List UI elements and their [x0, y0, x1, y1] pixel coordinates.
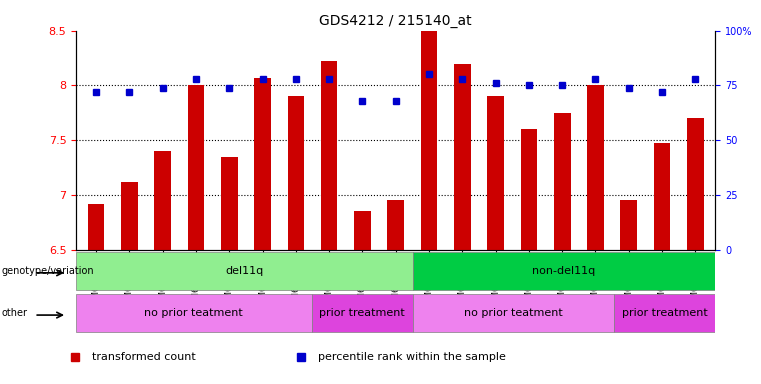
FancyBboxPatch shape — [412, 252, 715, 290]
Text: percentile rank within the sample: percentile rank within the sample — [318, 351, 505, 362]
Bar — [421, 31, 438, 250]
Bar — [587, 86, 603, 250]
Text: transformed count: transformed count — [92, 351, 196, 362]
Text: prior treatment: prior treatment — [622, 308, 708, 318]
Text: no prior teatment: no prior teatment — [145, 308, 244, 318]
Bar — [487, 96, 504, 250]
Bar — [88, 204, 104, 250]
FancyBboxPatch shape — [76, 294, 311, 332]
Title: GDS4212 / 215140_at: GDS4212 / 215140_at — [320, 14, 472, 28]
Bar — [354, 211, 371, 250]
FancyBboxPatch shape — [412, 294, 614, 332]
Bar — [254, 78, 271, 250]
Text: non-del11q: non-del11q — [532, 266, 596, 276]
FancyBboxPatch shape — [76, 252, 412, 290]
Text: no prior teatment: no prior teatment — [464, 308, 563, 318]
Bar — [288, 96, 304, 250]
Bar — [387, 200, 404, 250]
Text: del11q: del11q — [225, 266, 263, 276]
Bar — [154, 151, 171, 250]
Text: prior treatment: prior treatment — [319, 308, 405, 318]
FancyBboxPatch shape — [311, 294, 412, 332]
Bar — [321, 61, 337, 250]
Bar — [620, 200, 637, 250]
Bar — [221, 157, 237, 250]
Bar — [654, 144, 670, 250]
Text: genotype/variation: genotype/variation — [2, 266, 94, 276]
Bar — [188, 86, 204, 250]
Text: other: other — [2, 308, 27, 318]
Bar — [454, 64, 470, 250]
Bar — [687, 118, 704, 250]
Bar — [521, 129, 537, 250]
Bar — [554, 113, 571, 250]
Bar — [121, 182, 138, 250]
FancyBboxPatch shape — [614, 294, 715, 332]
